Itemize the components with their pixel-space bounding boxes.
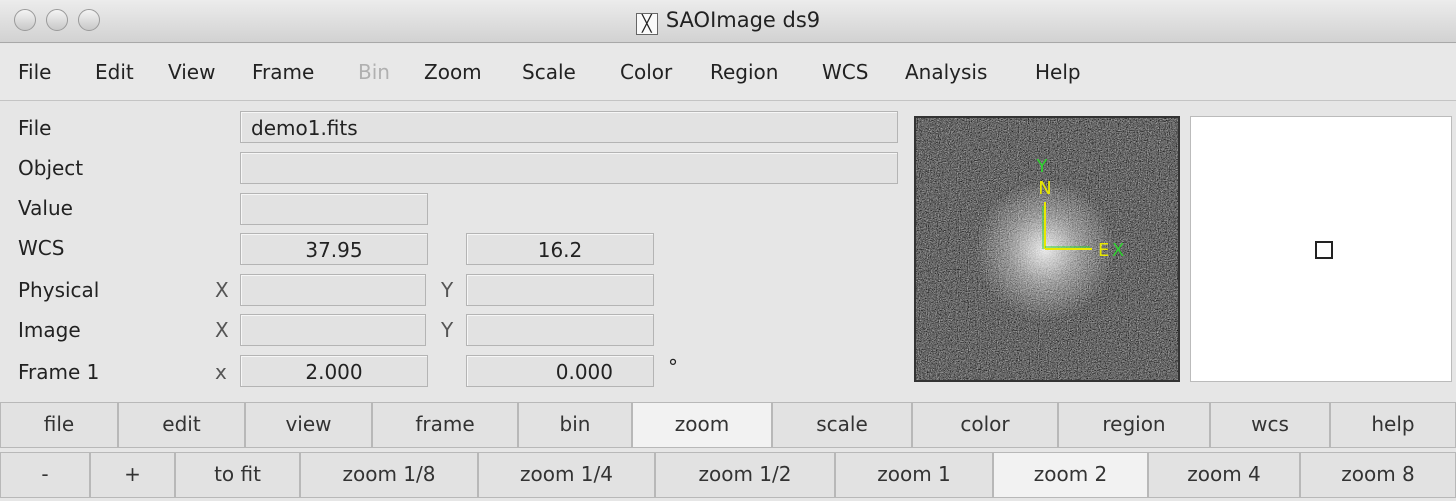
menu-item[interactable]: Region [710, 60, 778, 84]
panner: Y N E X [914, 116, 1180, 382]
menu-item[interactable]: View [168, 60, 215, 84]
menu-item[interactable]: Analysis [905, 60, 987, 84]
menu-bar: File Edit View Frame Bin Zoom Scale Color Region… [0, 44, 1456, 101]
menu-item[interactable]: Edit [95, 60, 134, 84]
image-y-field [466, 314, 654, 346]
window-title: ╳ SAOImage ds9 [0, 8, 1456, 35]
image-y-label: Y [441, 318, 453, 342]
button[interactable]: zoom [632, 402, 772, 448]
frame-unit: ° [668, 355, 678, 379]
button[interactable]: file [0, 402, 118, 448]
compass-e: E [1098, 240, 1109, 261]
magnifier [1190, 116, 1452, 382]
menu-item[interactable]: Scale [522, 60, 576, 84]
x-icon: ╳ [636, 13, 658, 35]
image-x-label: X [215, 318, 229, 342]
button[interactable]: view [245, 402, 372, 448]
magnifier-cursor [1315, 241, 1333, 259]
menu-item: Bin [358, 60, 390, 84]
button[interactable]: region [1058, 402, 1210, 448]
button[interactable]: zoom 8 [1300, 452, 1456, 498]
wcs-x-field: 37.95 [240, 233, 428, 265]
button[interactable]: color [912, 402, 1058, 448]
compass-y: Y [1036, 156, 1049, 177]
title-text: SAOImage ds9 [666, 8, 820, 32]
menu-item[interactable]: Color [620, 60, 672, 84]
object-field [240, 152, 898, 184]
menu-item[interactable]: Frame [252, 60, 314, 84]
menu-item[interactable]: WCS [822, 60, 868, 84]
frame-x-label: x [215, 360, 227, 384]
physical-y-label: Y [441, 278, 453, 302]
frame-label: Frame 1 [18, 360, 99, 384]
file-field: demo1.fits [240, 111, 898, 143]
button[interactable]: bin [518, 402, 632, 448]
compass-n: N [1038, 178, 1051, 199]
button[interactable]: edit [118, 402, 245, 448]
frame-x-field: 2.000 [240, 355, 428, 387]
value-label: Value [18, 196, 73, 220]
button[interactable]: zoom 1 [835, 452, 993, 498]
menu-item[interactable]: Zoom [424, 60, 482, 84]
button[interactable]: zoom 1/8 [300, 452, 478, 498]
image-x-field [240, 314, 426, 346]
physical-y-field [466, 274, 654, 306]
app-window: ╳ SAOImage ds9 File Edit View Frame Bin Zoom Sc… [0, 0, 1456, 501]
compass-x: X [1112, 240, 1124, 261]
image-label: Image [18, 318, 81, 342]
button[interactable]: zoom 1/4 [478, 452, 655, 498]
frame-y-field: 0.000 [466, 355, 654, 387]
button[interactable]: scale [772, 402, 912, 448]
physical-x-label: X [215, 278, 229, 302]
button[interactable]: - [0, 452, 90, 498]
wcs-y-field: 16.2 [466, 233, 654, 265]
wcs-label: WCS [18, 236, 64, 260]
button[interactable]: wcs [1210, 402, 1330, 448]
file-label: File [18, 116, 51, 140]
button[interactable]: zoom 1/2 [655, 452, 835, 498]
button[interactable]: zoom 2 [993, 452, 1148, 498]
button[interactable]: zoom 4 [1148, 452, 1300, 498]
button[interactable]: + [90, 452, 175, 498]
button[interactable]: help [1330, 402, 1456, 448]
menu-item[interactable]: Help [1035, 60, 1081, 84]
value-field [240, 193, 428, 225]
page: {"window": {"title": "SAOImage ds9"}, "m… [0, 0, 1456, 501]
title-bar: ╳ SAOImage ds9 [0, 0, 1456, 43]
button[interactable]: to fit [175, 452, 300, 498]
button[interactable]: frame [372, 402, 518, 448]
physical-x-field [240, 274, 426, 306]
menu-item[interactable]: File [18, 60, 51, 84]
object-label: Object [18, 156, 83, 180]
physical-label: Physical [18, 278, 99, 302]
